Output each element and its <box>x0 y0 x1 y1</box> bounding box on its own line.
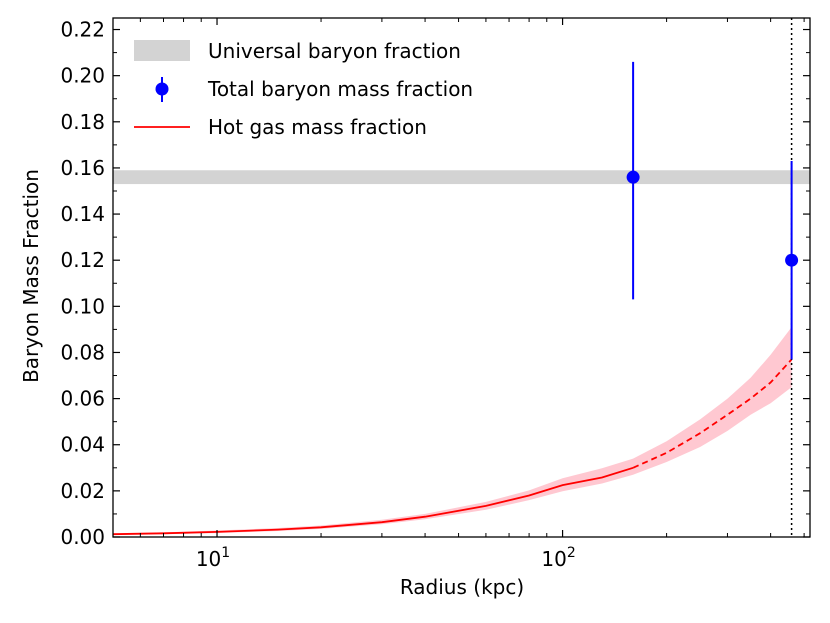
y-tick-label: 0.18 <box>60 110 105 134</box>
x-tick-label: 102 <box>541 545 575 571</box>
y-tick-label: 0.22 <box>60 18 105 42</box>
y-tick-label: 0.00 <box>60 525 105 549</box>
universal-band-rect <box>113 170 810 185</box>
plot-frame <box>112 17 811 538</box>
universal-baryon-fraction-band <box>113 170 810 185</box>
y-axis-ticks: 0.00 0.02 0.04 0.06 0.08 0.10 0.12 0.14 0.16 0.18… <box>60 18 810 549</box>
legend-label-total: Total baryon mass fraction <box>207 77 473 101</box>
y-tick-label: 0.06 <box>60 387 105 411</box>
y-tick-label: 0.20 <box>60 64 105 88</box>
hot-gas-band-area <box>113 327 792 535</box>
y-tick-label: 0.16 <box>60 156 105 180</box>
x-axis-ticks: 101 102 <box>139 18 805 571</box>
y-tick-label: 0.10 <box>60 294 105 318</box>
y-tick-label: 0.04 <box>60 433 105 457</box>
total-baryon-point <box>626 170 640 184</box>
legend: Universal baryon fraction Total baryon m… <box>134 39 473 139</box>
y-axis-title: Baryon Mass Fraction <box>19 169 43 383</box>
y-tick-label: 0.12 <box>60 248 105 272</box>
hot-gas-line-dashed <box>632 358 793 469</box>
legend-band-swatch <box>134 40 190 61</box>
total-baryon-point <box>785 253 799 267</box>
x-axis-title: Radius (kpc) <box>400 575 524 599</box>
legend-point-swatch <box>155 82 169 96</box>
hot-gas-line <box>113 358 793 536</box>
hot-gas-uncertainty-band <box>113 327 792 535</box>
x-tick-label: 101 <box>196 545 230 571</box>
axes <box>112 17 811 538</box>
legend-label-universal: Universal baryon fraction <box>208 39 461 63</box>
y-tick-label: 0.14 <box>60 202 105 226</box>
legend-label-hotgas: Hot gas mass fraction <box>208 115 427 139</box>
total-baryon-points <box>626 61 799 360</box>
hot-gas-line-solid <box>113 466 634 536</box>
y-tick-label: 0.02 <box>60 479 105 503</box>
y-tick-label: 0.08 <box>60 340 105 364</box>
